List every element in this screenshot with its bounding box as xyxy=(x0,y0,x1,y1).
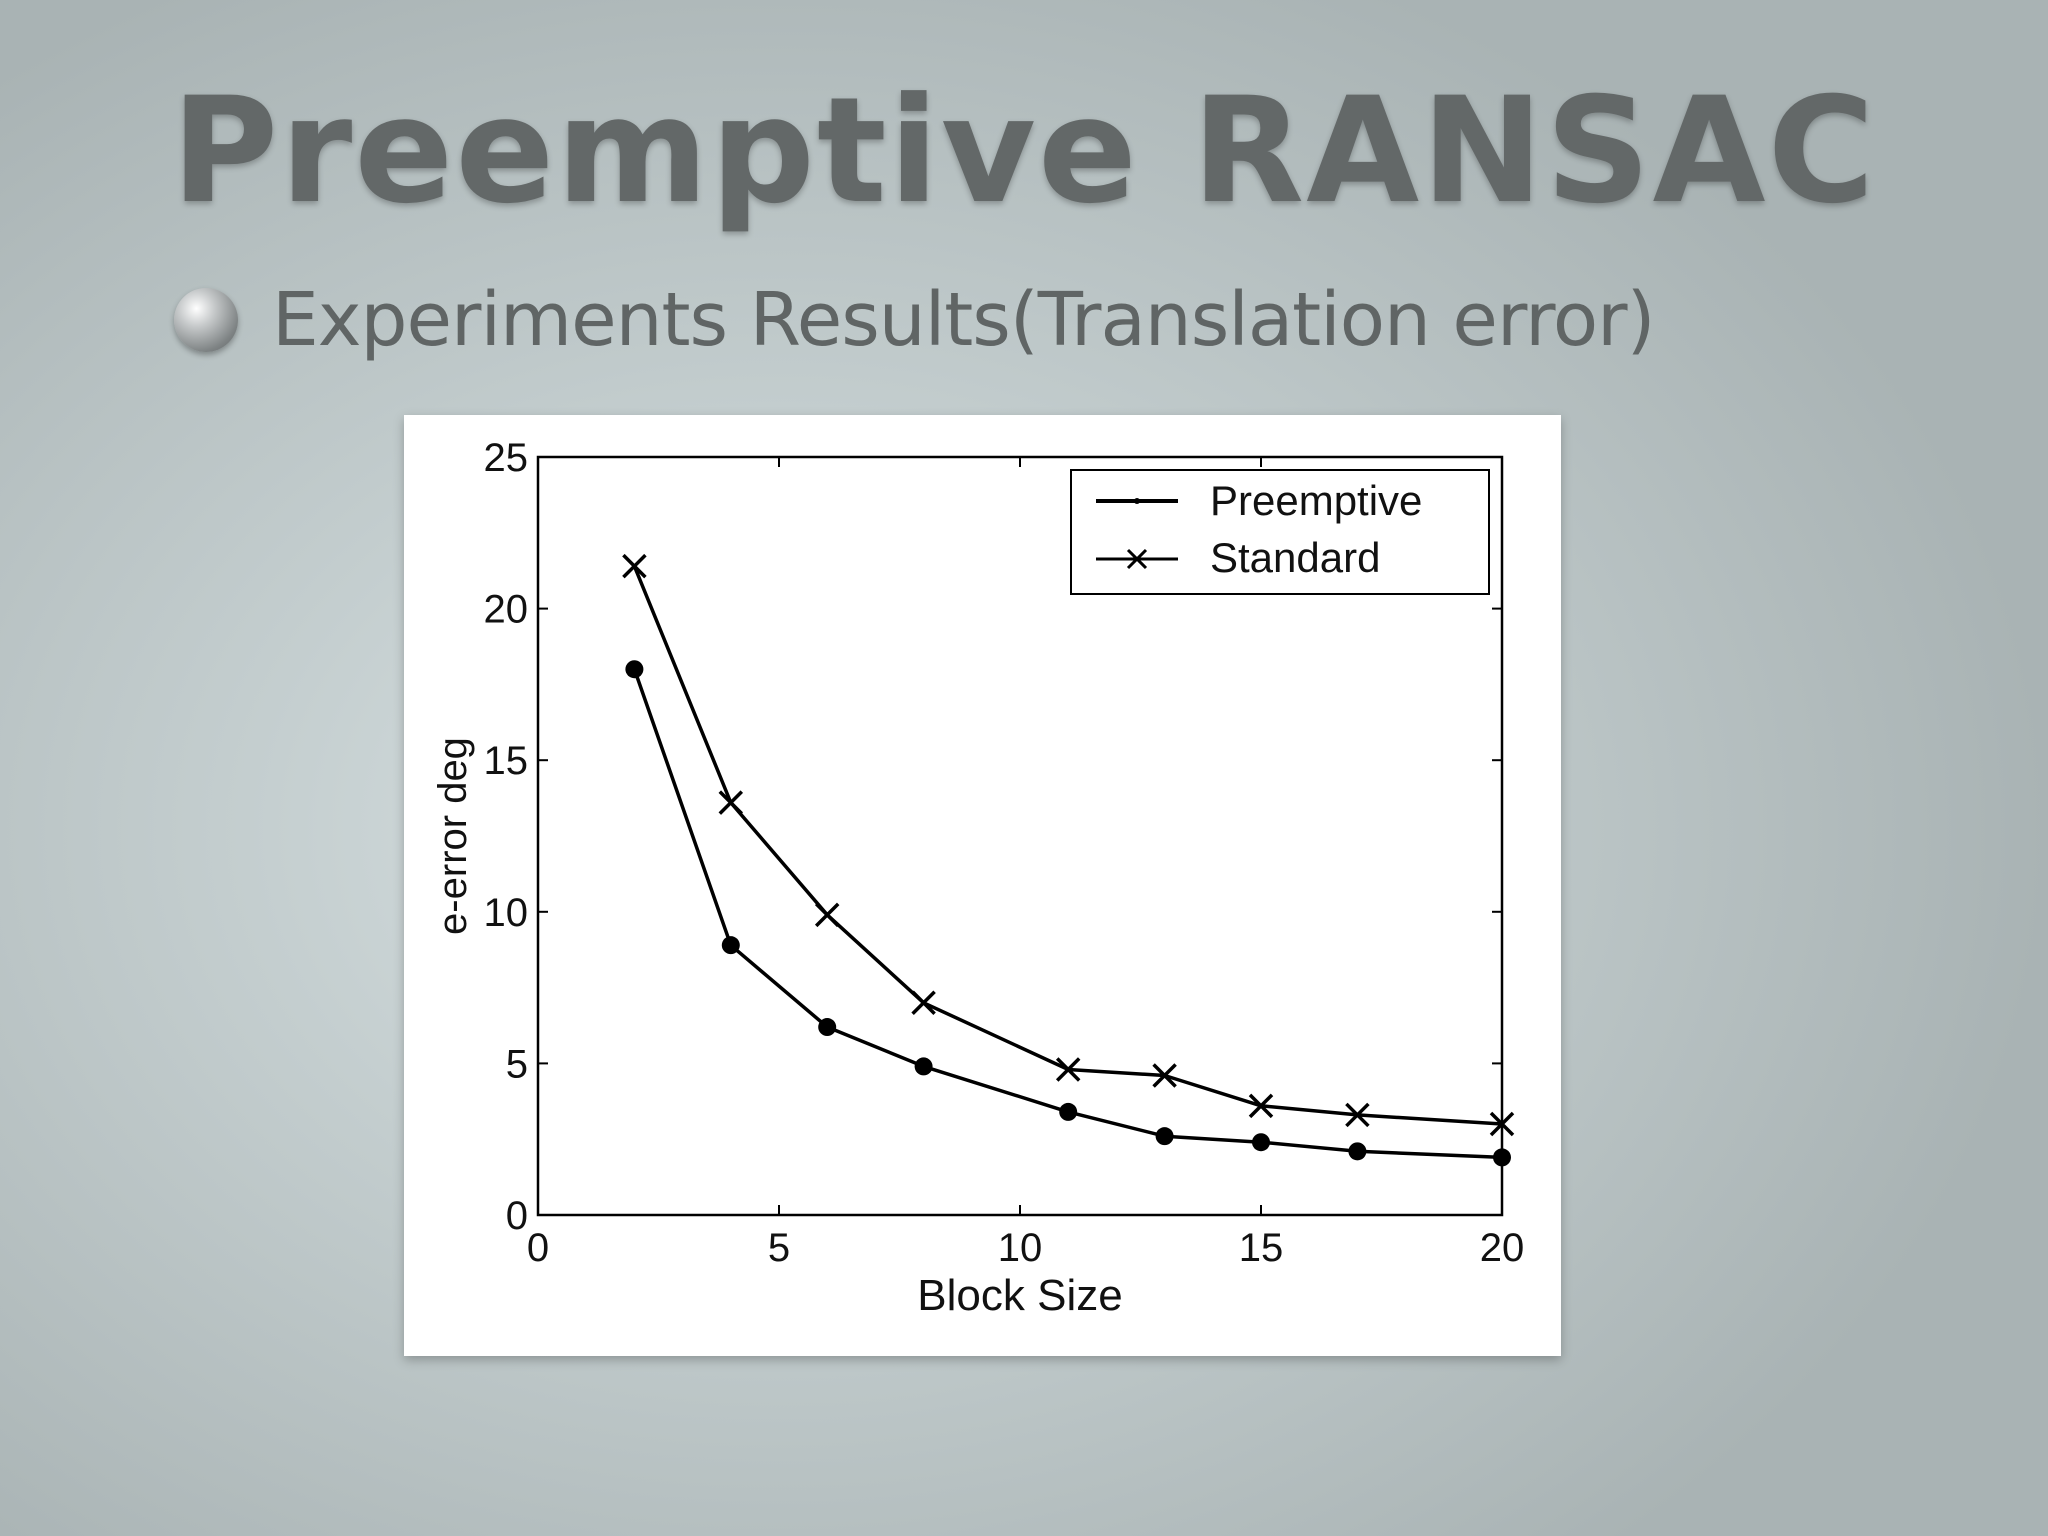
legend-box xyxy=(1070,469,1490,595)
bullet-sphere-icon xyxy=(174,288,238,352)
bullet-text: Experiments Results(Translation error) xyxy=(272,277,1655,363)
point-preemptive xyxy=(1059,1102,1078,1121)
point-preemptive xyxy=(625,660,644,679)
point-preemptive xyxy=(721,936,740,955)
point-standard xyxy=(814,902,840,928)
y-tick-label: 0 xyxy=(506,1194,528,1238)
axis-ticks: 0 5 10 15 20 0 5 10 15 20 25 xyxy=(484,436,1525,1270)
point-preemptive xyxy=(1155,1127,1174,1146)
x-tick-label: 0 xyxy=(527,1226,549,1270)
x-tick-label: 15 xyxy=(1239,1226,1284,1270)
point-standard xyxy=(1152,1063,1177,1088)
line-chart: 0 5 10 15 20 0 5 10 15 20 25 Block Size e-error de… xyxy=(431,436,1525,1320)
x-axis-label: Block Size xyxy=(917,1271,1122,1320)
legend-label-standard: Standard xyxy=(1210,534,1380,581)
chart-panel: 0 5 10 15 20 0 5 10 15 20 25 Block Size e-error de… xyxy=(404,415,1561,1356)
x-tick-label: 10 xyxy=(998,1226,1043,1270)
y-tick-label: 20 xyxy=(484,588,529,632)
y-tick-label: 15 xyxy=(484,739,529,783)
slide-title: Preemptive RANSAC xyxy=(171,66,1877,236)
y-tick-label: 5 xyxy=(506,1042,528,1086)
point-standard xyxy=(718,790,744,815)
point-preemptive xyxy=(1348,1142,1367,1161)
legend-marker-standard xyxy=(1126,548,1148,570)
series-line-preemptive xyxy=(632,668,1503,1160)
series-markers xyxy=(622,553,1515,1167)
point-standard xyxy=(1489,1111,1515,1137)
y-axis-label: e-error deg xyxy=(431,737,475,935)
x-tick-label: 20 xyxy=(1480,1226,1525,1270)
point-preemptive xyxy=(1493,1148,1511,1167)
y-tick-label: 25 xyxy=(484,436,529,480)
point-preemptive xyxy=(914,1057,933,1076)
bullet-item: Experiments Results(Translation error) xyxy=(174,272,1655,368)
point-standard xyxy=(622,553,647,579)
point-preemptive xyxy=(1252,1133,1270,1152)
legend: Preemptive Standard xyxy=(1070,469,1490,595)
point-preemptive xyxy=(818,1018,837,1037)
y-tick-label: 10 xyxy=(484,891,529,935)
series-line-standard xyxy=(632,565,1503,1126)
legend-marker-preemptive xyxy=(1134,498,1140,504)
point-standard xyxy=(1248,1093,1274,1119)
point-standard xyxy=(911,990,936,1015)
point-standard xyxy=(1055,1057,1081,1082)
x-tick-label: 5 xyxy=(768,1226,790,1270)
legend-label-preemptive: Preemptive xyxy=(1210,477,1422,524)
point-standard xyxy=(1345,1102,1370,1128)
